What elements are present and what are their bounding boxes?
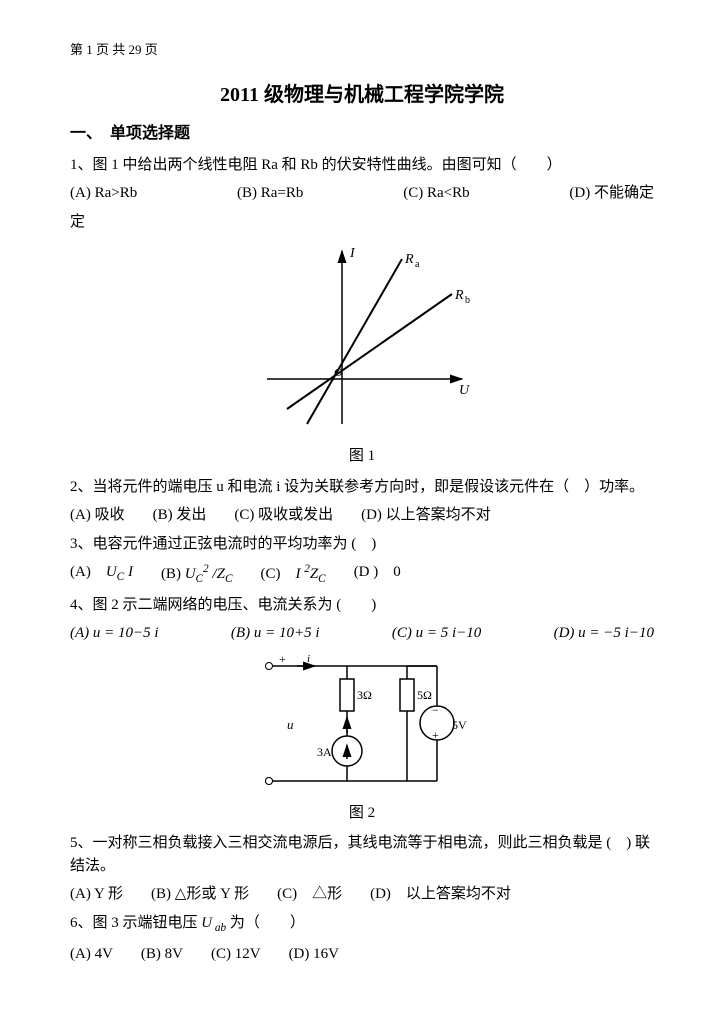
svg-text:+: + bbox=[432, 728, 439, 742]
q3-opt-b: (B) UC2 /ZC bbox=[161, 561, 233, 588]
q1-options: (A) Ra>Rb (B) Ra=Rb (C) Ra<Rb (D) 不能确定 bbox=[70, 182, 654, 205]
question-2: 2、当将元件的端电压 u 和电流 i 设为关联参考方向时，即是假设该元件在（ ）… bbox=[70, 476, 654, 499]
svg-text:O: O bbox=[334, 365, 343, 379]
q5-opt-a: (A) Y 形 bbox=[70, 883, 123, 906]
q5-opt-c: (C) △形 bbox=[277, 883, 342, 906]
svg-text:R: R bbox=[404, 252, 414, 267]
q6-opt-c: (C) 12V bbox=[211, 943, 261, 966]
q3-options: (A) UC I (B) UC2 /ZC (C) I 2ZC (D ) 0 bbox=[70, 561, 654, 588]
q6-opt-a: (A) 4V bbox=[70, 943, 113, 966]
q3-opt-c: (C) I 2ZC bbox=[260, 561, 325, 588]
section-heading: 一、 单项选择题 bbox=[70, 122, 654, 146]
q1-opt-d: (D) 不能确定 bbox=[569, 182, 654, 205]
question-1: 1、图 1 中给出两个线性电阻 Ra 和 Rb 的伏安特性曲线。由图可知（ ） bbox=[70, 154, 654, 177]
svg-text:b: b bbox=[465, 295, 470, 306]
question-4: 4、图 2 示二端网络的电压、电流关系为 ( ) bbox=[70, 594, 654, 617]
q1-opt-d-cont: 定 bbox=[70, 211, 654, 234]
q2-options: (A) 吸收 (B) 发出 (C) 吸收或发出 (D) 以上答案均不对 bbox=[70, 504, 654, 527]
q5-stem: 5、一对称三相负载接入三相交流电源后，其线电流等于相电流，则此三相负载是 ( )… bbox=[70, 835, 650, 874]
q3-stem: 3、电容元件通过正弦电流时的平均功率为 ( ) bbox=[70, 536, 376, 552]
q2-opt-c: (C) 吸收或发出 bbox=[234, 504, 333, 527]
q3-opt-d: (D ) 0 bbox=[354, 561, 401, 588]
q1-stem: 1、图 1 中给出两个线性电阻 Ra 和 Rb 的伏安特性曲线。由图可知（ ） bbox=[70, 157, 562, 173]
q6-stem-pre: 6、图 3 示端钮电压 bbox=[70, 915, 201, 931]
svg-text:3Ω: 3Ω bbox=[357, 688, 372, 702]
q4-opt-c: (C) u = 5 i−10 bbox=[392, 622, 481, 645]
svg-text:5Ω: 5Ω bbox=[417, 688, 432, 702]
figure-2: + i 3Ω 3A 5Ω − + 5V u bbox=[70, 651, 654, 796]
svg-text:3A: 3A bbox=[317, 745, 332, 759]
q3-c-pre: (C) bbox=[260, 566, 295, 582]
q4-opt-d: (D) u = −5 i−10 bbox=[554, 622, 654, 645]
q3-a-pre: (A) bbox=[70, 564, 106, 580]
figure-1: I U O R a R b bbox=[70, 239, 654, 439]
q5-opt-b: (B) △形或 Y 形 bbox=[151, 883, 249, 906]
question-5: 5、一对称三相负载接入三相交流电源后，其线电流等于相电流，则此三相负载是 ( )… bbox=[70, 832, 654, 877]
q2-opt-a: (A) 吸收 bbox=[70, 504, 125, 527]
q2-opt-b: (B) 发出 bbox=[153, 504, 207, 527]
q2-opt-d: (D) 以上答案均不对 bbox=[361, 504, 491, 527]
q3-b-pre: (B) bbox=[161, 566, 185, 582]
q6-var: U ab bbox=[201, 915, 226, 931]
figure-1-label: 图 1 bbox=[70, 445, 654, 468]
q6-options: (A) 4V (B) 8V (C) 12V (D) 16V bbox=[70, 943, 654, 966]
svg-text:R: R bbox=[454, 288, 464, 303]
svg-text:I: I bbox=[349, 246, 356, 261]
svg-text:5V: 5V bbox=[452, 718, 467, 732]
q5-options: (A) Y 形 (B) △形或 Y 形 (C) △形 (D) 以上答案均不对 bbox=[70, 883, 654, 906]
figure-2-label: 图 2 bbox=[70, 802, 654, 825]
q4-opt-a: (A) u = 10−5 i bbox=[70, 622, 159, 645]
q5-opt-d: (D) 以上答案均不对 bbox=[370, 883, 511, 906]
q6-opt-d: (D) 16V bbox=[289, 943, 339, 966]
question-6: 6、图 3 示端钮电压 U ab 为（ ） bbox=[70, 912, 654, 937]
q4-opt-b: (B) u = 10+5 i bbox=[231, 622, 320, 645]
q1-opt-c: (C) Ra<Rb bbox=[403, 182, 469, 205]
question-3: 3、电容元件通过正弦电流时的平均功率为 ( ) bbox=[70, 533, 654, 556]
q6-stem-post: 为（ ） bbox=[226, 915, 305, 931]
svg-text:U: U bbox=[459, 383, 470, 398]
q2-stem: 2、当将元件的端电压 u 和电流 i 设为关联参考方向时，即是假设该元件在（ ）… bbox=[70, 479, 644, 495]
svg-text:+: + bbox=[279, 652, 286, 666]
q6-opt-b: (B) 8V bbox=[141, 943, 183, 966]
svg-text:u: u bbox=[287, 717, 294, 732]
svg-text:i: i bbox=[307, 653, 310, 665]
q4-stem: 4、图 2 示二端网络的电压、电流关系为 ( ) bbox=[70, 597, 376, 613]
page-title: 2011 级物理与机械工程学院学院 bbox=[70, 80, 654, 110]
svg-text:a: a bbox=[415, 259, 420, 270]
svg-text:−: − bbox=[432, 703, 439, 717]
page-header: 第 1 页 共 29 页 bbox=[70, 40, 654, 60]
q3-opt-a: (A) UC I bbox=[70, 561, 133, 588]
q1-opt-a: (A) Ra>Rb bbox=[70, 182, 137, 205]
q4-options: (A) u = 10−5 i (B) u = 10+5 i (C) u = 5 … bbox=[70, 622, 654, 645]
q1-opt-b: (B) Ra=Rb bbox=[237, 182, 303, 205]
